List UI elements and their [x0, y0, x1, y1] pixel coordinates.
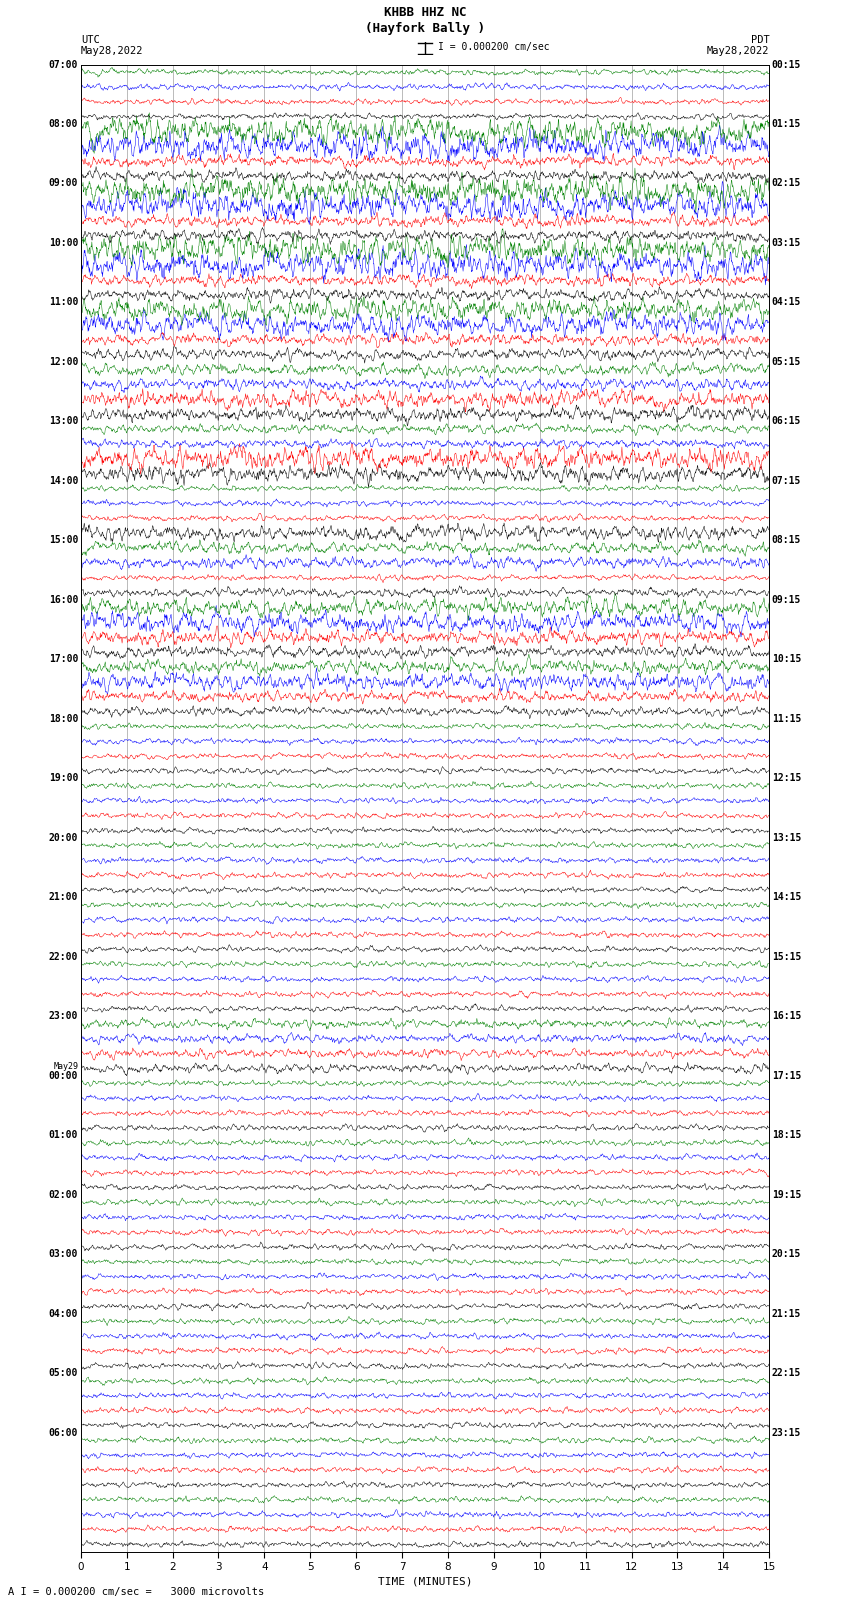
Text: 03:00: 03:00	[48, 1250, 78, 1260]
Text: 11:15: 11:15	[772, 715, 802, 724]
Text: 17:15: 17:15	[772, 1071, 802, 1081]
Text: 18:00: 18:00	[48, 715, 78, 724]
Text: 16:00: 16:00	[48, 595, 78, 605]
Text: 20:00: 20:00	[48, 832, 78, 844]
Text: 14:00: 14:00	[48, 476, 78, 486]
Text: 01:00: 01:00	[48, 1131, 78, 1140]
Text: 06:15: 06:15	[772, 416, 802, 426]
Text: 00:00: 00:00	[48, 1071, 78, 1081]
Text: 21:00: 21:00	[48, 892, 78, 902]
Text: 18:15: 18:15	[772, 1131, 802, 1140]
Text: 08:15: 08:15	[772, 536, 802, 545]
Text: 01:15: 01:15	[772, 119, 802, 129]
Text: UTC: UTC	[81, 35, 99, 45]
Text: 12:00: 12:00	[48, 356, 78, 366]
Text: 10:15: 10:15	[772, 655, 802, 665]
Text: 23:00: 23:00	[48, 1011, 78, 1021]
Text: 20:15: 20:15	[772, 1250, 802, 1260]
Text: May28,2022: May28,2022	[81, 47, 144, 56]
Text: A I = 0.000200 cm/sec =   3000 microvolts: A I = 0.000200 cm/sec = 3000 microvolts	[8, 1587, 264, 1597]
Text: 07:15: 07:15	[772, 476, 802, 486]
Text: 08:00: 08:00	[48, 119, 78, 129]
Text: 05:15: 05:15	[772, 356, 802, 366]
Text: 12:15: 12:15	[772, 773, 802, 784]
Text: 22:00: 22:00	[48, 952, 78, 961]
Text: 05:00: 05:00	[48, 1368, 78, 1378]
Text: 03:15: 03:15	[772, 239, 802, 248]
Text: 04:15: 04:15	[772, 297, 802, 308]
Text: 09:00: 09:00	[48, 179, 78, 189]
Text: 13:00: 13:00	[48, 416, 78, 426]
Text: (Hayfork Bally ): (Hayfork Bally )	[365, 23, 485, 35]
Text: 23:15: 23:15	[772, 1428, 802, 1437]
Text: 11:00: 11:00	[48, 297, 78, 308]
Text: 15:00: 15:00	[48, 536, 78, 545]
Text: PDT: PDT	[751, 35, 769, 45]
Text: I = 0.000200 cm/sec: I = 0.000200 cm/sec	[438, 42, 549, 52]
Text: 13:15: 13:15	[772, 832, 802, 844]
Text: 19:15: 19:15	[772, 1190, 802, 1200]
Text: 02:00: 02:00	[48, 1190, 78, 1200]
Text: 21:15: 21:15	[772, 1308, 802, 1319]
Text: 02:15: 02:15	[772, 179, 802, 189]
Text: May29: May29	[54, 1061, 78, 1071]
Text: 04:00: 04:00	[48, 1308, 78, 1319]
X-axis label: TIME (MINUTES): TIME (MINUTES)	[377, 1576, 473, 1586]
Text: 00:15: 00:15	[772, 60, 802, 69]
Text: 22:15: 22:15	[772, 1368, 802, 1378]
Text: 09:15: 09:15	[772, 595, 802, 605]
Text: 07:00: 07:00	[48, 60, 78, 69]
Text: KHBB HHZ NC: KHBB HHZ NC	[383, 6, 467, 19]
Text: 17:00: 17:00	[48, 655, 78, 665]
Text: May28,2022: May28,2022	[706, 47, 769, 56]
Text: 15:15: 15:15	[772, 952, 802, 961]
Text: 19:00: 19:00	[48, 773, 78, 784]
Text: 14:15: 14:15	[772, 892, 802, 902]
Text: 06:00: 06:00	[48, 1428, 78, 1437]
Text: 10:00: 10:00	[48, 239, 78, 248]
Text: 16:15: 16:15	[772, 1011, 802, 1021]
